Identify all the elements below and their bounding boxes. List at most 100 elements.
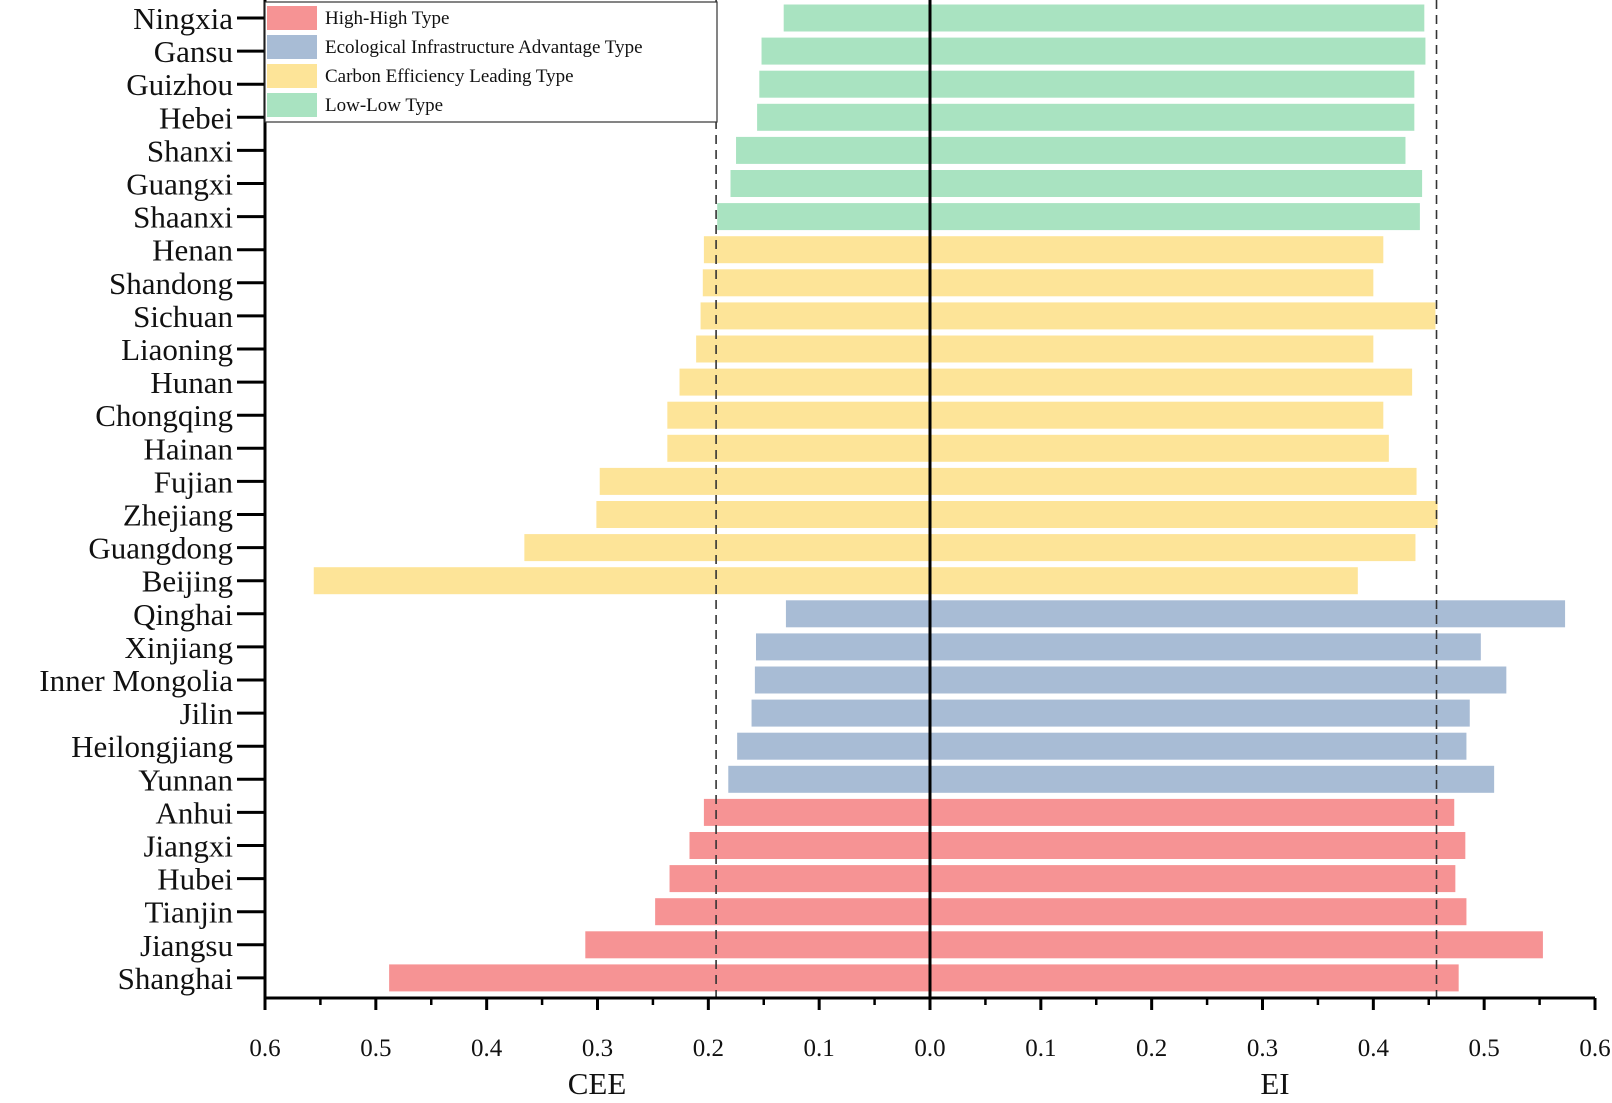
category-label-jilin: Jilin (180, 696, 234, 731)
category-label-hebei: Hebei (159, 100, 233, 135)
bar-ei-hainan (930, 434, 1389, 462)
category-label-shanghai: Shanghai (118, 961, 234, 996)
bar-ei-beijing (930, 567, 1358, 595)
bar-cee-beijing (313, 567, 930, 595)
bar-ei-chongqing (930, 401, 1384, 429)
bar-ei-qinghai (930, 600, 1566, 628)
bar-cee-ningxia (783, 4, 930, 32)
category-label-zhejiang: Zhejiang (123, 498, 233, 533)
x-tick-label: 0.6 (249, 1035, 280, 1062)
bar-ei-heilongjiang (930, 732, 1467, 760)
x-tick-label: 0.4 (471, 1035, 503, 1062)
category-label-guangxi: Guangxi (126, 167, 233, 202)
bar-cee-jiangsu (585, 931, 930, 959)
bar-cee-chongqing (667, 401, 930, 429)
bar-ei-guangdong (930, 534, 1416, 562)
bar-cee-jiangxi (689, 832, 930, 859)
category-label-hubei: Hubei (157, 862, 233, 897)
category-label-sichuan: Sichuan (133, 299, 233, 334)
legend-label-low-low-type: Low-Low Type (325, 95, 443, 116)
category-label-chongqing: Chongqing (95, 398, 233, 433)
category-label-anhui: Anhui (156, 795, 234, 830)
bar-ei-jiangxi (930, 832, 1466, 859)
bar-ei-ningxia (930, 4, 1425, 32)
legend-swatch-ecological-infrastructure-advantage-type (267, 35, 317, 59)
category-label-inner-mongolia: Inner Mongolia (39, 663, 233, 698)
axes: 0.6 0.5 0.4 0.3 0.2 0.1 0.0 0.1 0.2 0.3 0.4 0.5 0.6 C… (249, 0, 1611, 1101)
bar-ei-hubei (930, 865, 1456, 893)
x-axis-title-cee: CEE (568, 1066, 627, 1098)
bar-cee-shaanxi (717, 203, 930, 231)
legend: High-High Type Ecological Infrastructure … (264, 1, 718, 123)
category-label-henan: Henan (152, 233, 233, 268)
bar-cee-yunnan (728, 765, 930, 793)
bar-ei-hunan (930, 368, 1413, 396)
bar-cee-hebei (757, 103, 930, 131)
category-label-guangdong: Guangdong (88, 531, 233, 566)
bar-ei-tianjin (930, 898, 1467, 926)
bar-ei-shandong (930, 269, 1374, 297)
category-label-heilongjiang: Heilongjiang (71, 729, 233, 764)
category-label-fujian: Fujian (154, 464, 234, 499)
category-label-qinghai: Qinghai (133, 597, 233, 632)
x-tick-label: 0.5 (1469, 1035, 1500, 1062)
x-tick-label: 0.3 (1247, 1035, 1278, 1062)
category-labels: NingxiaGansuGuizhouHebeiShanxiGuangxiSha… (39, 1, 265, 996)
category-label-hainan: Hainan (143, 431, 233, 466)
bar-cee-guizhou (759, 70, 930, 98)
bars-layer (313, 4, 1566, 992)
bar-cee-henan (703, 236, 930, 264)
x-tick-label: 0.2 (693, 1035, 724, 1062)
legend-swatch-high-high-type (267, 6, 317, 30)
category-label-jiangsu: Jiangsu (140, 928, 233, 963)
bar-cee-hubei (669, 865, 930, 893)
bar-ei-shanghai (930, 964, 1459, 992)
category-label-liaoning: Liaoning (121, 332, 233, 367)
bar-ei-yunnan (930, 765, 1495, 793)
bar-cee-guangdong (524, 534, 930, 562)
category-label-gansu: Gansu (154, 34, 233, 69)
x-tick-label: 0.0 (914, 1035, 945, 1062)
bar-ei-jilin (930, 699, 1470, 727)
legend-box (264, 1, 718, 123)
bar-ei-zhejiang (930, 501, 1438, 528)
bar-cee-sichuan (700, 302, 930, 330)
bar-cee-xinjiang (755, 633, 930, 661)
x-tick-label: 0.4 (1358, 1035, 1390, 1062)
category-label-jiangxi: Jiangxi (143, 829, 233, 864)
bar-cee-fujian (599, 467, 930, 495)
bar-cee-shandong (702, 269, 930, 297)
x-axis-title-ei: EI (1260, 1066, 1289, 1098)
bar-cee-guangxi (730, 170, 930, 197)
bar-ei-hebei (930, 103, 1415, 131)
legend-label-ecological-infrastructure-advantage-type: Ecological Infrastructure Advantage Type (325, 37, 643, 58)
bar-cee-anhui (703, 798, 930, 826)
legend-swatch-carbon-efficiency-leading-type (267, 64, 317, 88)
x-tick-label: 0.1 (804, 1035, 835, 1062)
legend-label-high-high-type: High-High Type (325, 8, 449, 29)
bar-cee-inner-mongolia (754, 666, 930, 694)
legend-swatch-low-low-type (267, 93, 317, 117)
bar-cee-zhejiang (596, 501, 930, 528)
category-label-shandong: Shandong (109, 266, 233, 301)
x-tick-label: 0.1 (1025, 1035, 1056, 1062)
bar-ei-guizhou (930, 70, 1415, 98)
bar-cee-heilongjiang (737, 732, 930, 760)
bar-cee-jilin (751, 699, 930, 727)
bar-ei-gansu (930, 37, 1426, 65)
category-label-beijing: Beijing (142, 564, 233, 599)
bar-cee-shanxi (736, 136, 930, 164)
bar-cee-shanghai (389, 964, 931, 992)
bar-ei-inner-mongolia (930, 666, 1507, 694)
category-label-shaanxi: Shaanxi (133, 200, 233, 235)
bar-ei-shaanxi (930, 203, 1420, 231)
bar-ei-xinjiang (930, 633, 1481, 661)
bar-cee-liaoning (696, 335, 930, 363)
x-tick-label: 0.2 (1136, 1035, 1167, 1062)
x-tick-label: 0.6 (1579, 1035, 1610, 1062)
bar-cee-qinghai (785, 600, 930, 628)
bar-ei-henan (930, 236, 1384, 264)
x-tick-label: 0.5 (360, 1035, 391, 1062)
